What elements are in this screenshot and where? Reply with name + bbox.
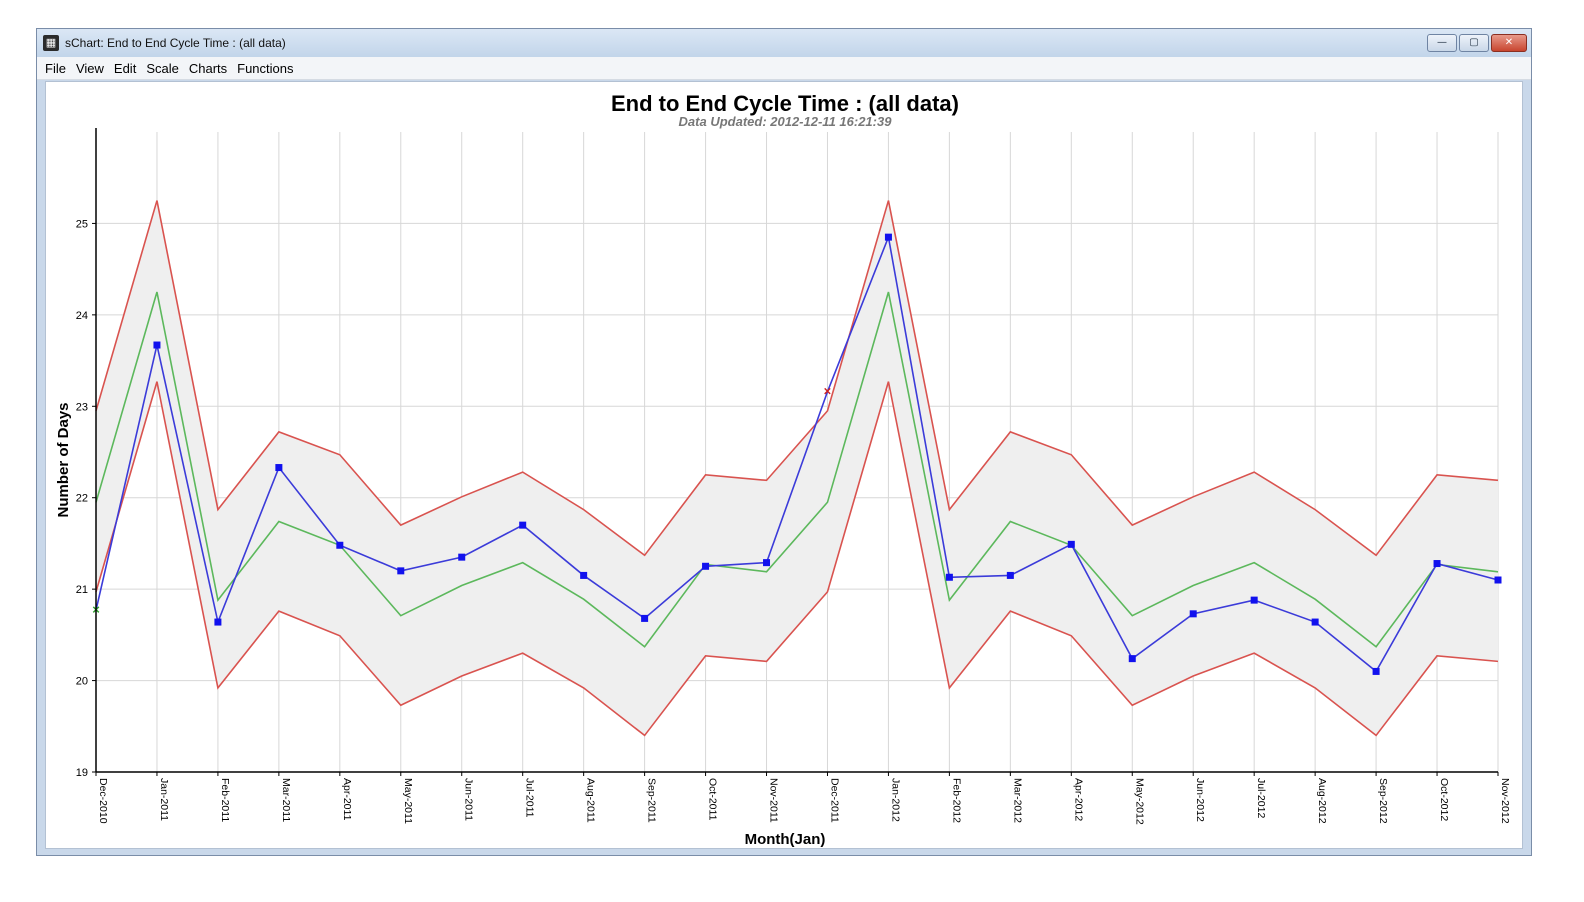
data-point bbox=[397, 567, 405, 575]
y-tick-label: 21 bbox=[76, 584, 88, 596]
chart-subtitle: Data Updated: 2012-12-11 16:21:39 bbox=[679, 114, 893, 129]
maximize-button[interactable]: ▢ bbox=[1459, 34, 1489, 52]
data-point bbox=[702, 562, 710, 570]
data-point bbox=[945, 573, 953, 581]
data-point bbox=[580, 571, 588, 579]
out-of-control-marker: × bbox=[824, 384, 832, 399]
x-tick-label: May-2012 bbox=[1133, 778, 1145, 825]
chart-window: ▦ sChart: End to End Cycle Time : (all d… bbox=[36, 28, 1532, 856]
x-tick-label: Oct-2012 bbox=[1438, 778, 1450, 821]
data-point bbox=[336, 541, 344, 549]
y-tick-label: 20 bbox=[76, 676, 88, 688]
y-tick-labels: 19 20 21 22 23 24 25 bbox=[76, 218, 96, 779]
x-tick-labels: Dec-2010 Jan-2011 Feb-2011 Mar-2011 Apr-2011… bbox=[95, 772, 1511, 825]
upper-limit-series-line bbox=[95, 200, 1499, 557]
chart-app-icon[interactable]: ▦ bbox=[43, 35, 59, 51]
lower-limit-series-line bbox=[95, 381, 1499, 737]
axes bbox=[95, 128, 1498, 773]
control-band-fill bbox=[96, 200, 1498, 736]
menu-functions[interactable]: Functions bbox=[237, 60, 294, 76]
x-tick-label: Jan-2011 bbox=[158, 778, 170, 821]
close-button[interactable]: ✕ bbox=[1491, 34, 1527, 52]
control-chart: End to End Cycle Time : (all data) Data … bbox=[55, 91, 1511, 848]
data-point bbox=[1494, 576, 1502, 584]
data-point bbox=[1128, 655, 1136, 663]
y-tick-label: 25 bbox=[76, 218, 88, 230]
data-point bbox=[1067, 540, 1075, 548]
x-tick-label: Apr-2011 bbox=[341, 778, 353, 821]
x-tick-label: Mar-2012 bbox=[1011, 778, 1023, 823]
x-tick-label: May-2011 bbox=[402, 778, 414, 824]
data-point bbox=[458, 553, 466, 561]
x-tick-label: Feb-2012 bbox=[950, 778, 962, 823]
actual-series-line bbox=[95, 234, 1499, 673]
chart-area: End to End Cycle Time : (all data) Data … bbox=[45, 81, 1523, 849]
data-point bbox=[1189, 610, 1197, 618]
x-tick-label: Dec-2010 bbox=[97, 778, 109, 824]
y-axis-label: Number of Days bbox=[55, 402, 72, 517]
y-tick-label: 19 bbox=[76, 767, 88, 779]
menu-file[interactable]: File bbox=[45, 60, 66, 76]
data-point bbox=[641, 614, 649, 622]
x-tick-label: Jul-2011 bbox=[524, 778, 536, 818]
x-tick-label: Nov-2011 bbox=[768, 778, 780, 823]
control-band bbox=[96, 200, 1498, 736]
x-tick-label: Dec-2011 bbox=[828, 778, 840, 823]
window-title: sChart: End to End Cycle Time : (all dat… bbox=[65, 36, 286, 50]
data-point bbox=[1433, 560, 1441, 568]
x-tick-label: Jul-2012 bbox=[1255, 778, 1267, 818]
x-tick-label: Aug-2011 bbox=[585, 778, 597, 823]
y-tick-label: 23 bbox=[76, 401, 88, 413]
menu-view[interactable]: View bbox=[75, 60, 104, 76]
data-point bbox=[884, 233, 892, 241]
data-point bbox=[214, 618, 222, 626]
x-tick-label: Jan-2012 bbox=[889, 778, 901, 822]
title-bar[interactable]: ▦ sChart: End to End Cycle Time : (all d… bbox=[37, 29, 1531, 58]
data-point bbox=[1250, 596, 1258, 604]
x-tick-label: Jun-2011 bbox=[463, 778, 475, 821]
x-tick-label: Sep-2011 bbox=[646, 778, 658, 823]
chart-title: End to End Cycle Time : (all data) bbox=[611, 91, 959, 116]
x-tick-label: Mar-2011 bbox=[280, 778, 292, 822]
menu-scale[interactable]: Scale bbox=[146, 60, 179, 76]
x-tick-label: Jun-2012 bbox=[1194, 778, 1206, 822]
menu-bar: File View Edit Scale Charts Functions bbox=[37, 57, 1531, 80]
menu-edit[interactable]: Edit bbox=[113, 60, 137, 76]
data-point bbox=[275, 464, 283, 472]
data-point bbox=[1311, 618, 1319, 626]
window-controls: — ▢ ✕ bbox=[1427, 34, 1527, 52]
data-point bbox=[763, 559, 771, 567]
y-tick-label: 22 bbox=[76, 493, 88, 505]
menu-charts[interactable]: Charts bbox=[188, 60, 228, 76]
y-tick-label: 24 bbox=[76, 310, 88, 322]
data-point bbox=[153, 341, 161, 349]
data-point bbox=[1006, 571, 1014, 579]
series-lines bbox=[95, 200, 1499, 737]
x-tick-label: Nov-2012 bbox=[1499, 778, 1511, 824]
minimize-button[interactable]: — bbox=[1427, 34, 1457, 52]
data-point bbox=[1372, 667, 1380, 675]
x-tick-label: Oct-2011 bbox=[707, 778, 719, 821]
x-tick-label: Feb-2011 bbox=[219, 778, 231, 822]
data-point bbox=[519, 521, 527, 529]
x-tick-label: Sep-2012 bbox=[1377, 778, 1389, 824]
x-tick-label: Apr-2012 bbox=[1072, 778, 1084, 821]
x-axis-label: Month(Jan) bbox=[745, 831, 826, 848]
x-tick-label: Aug-2012 bbox=[1316, 778, 1328, 824]
center-line-series-line bbox=[95, 291, 1499, 648]
